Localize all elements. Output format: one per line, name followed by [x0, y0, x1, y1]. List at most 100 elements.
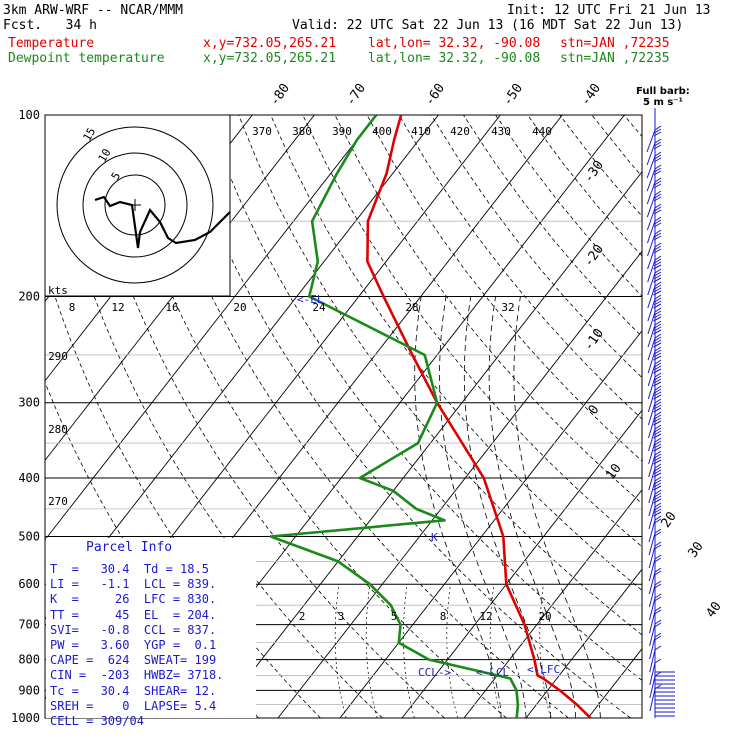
pressure-tick-label: 100	[18, 108, 40, 122]
temperature-latlon: lat,lon= 32.32, -90.08	[368, 36, 541, 51]
wind-barb-flag	[654, 294, 662, 300]
wind-barb-staff	[646, 181, 656, 205]
wind-barb-flag	[653, 316, 662, 322]
wind-barb	[647, 333, 662, 361]
parcel-info-row: LI = -1.1 LCL = 839.	[50, 577, 217, 592]
wind-barb-staff	[647, 363, 656, 387]
wind-barb-flag	[654, 203, 662, 209]
wind-barb-staff	[648, 415, 656, 439]
wind-barb	[648, 554, 662, 582]
wind-barb-flag	[654, 505, 662, 511]
wind-barb-flag	[654, 320, 662, 326]
parcel-info-row: CAPE = 624 SWEAT= 199	[50, 653, 217, 668]
wind-barb-flag	[654, 385, 662, 391]
wind-barb-flag	[653, 368, 662, 374]
wind-barb-flag	[654, 515, 662, 521]
wind-barb-flag	[654, 229, 662, 235]
wind-barb	[646, 203, 662, 231]
mixing-ratio-label: 12	[479, 610, 492, 623]
dry-adiabat	[270, 115, 642, 591]
wind-barb-staff	[649, 623, 656, 647]
parcel-info-row: Tc = 30.4 SHEAR= 12.	[50, 683, 217, 698]
wind-barb-flag	[654, 138, 662, 144]
wind-barb-staff	[649, 636, 656, 660]
wind-barb-staff	[647, 337, 656, 361]
wind-barb-flag	[653, 404, 662, 410]
parcel-info-panel: Parcel Info T = 30.4 Td = 18.5 LI = -1.1 …	[46, 538, 256, 728]
wind-barb-flag	[654, 635, 662, 641]
dry-adiabat	[398, 115, 642, 420]
wind-barb-flag	[654, 479, 662, 485]
wind-barb	[647, 281, 662, 309]
isotherm	[45, 115, 377, 541]
wind-barb-staff	[648, 467, 656, 491]
parcel-annotation: CCL->	[418, 666, 451, 679]
hodograph-ring	[104, 174, 166, 236]
moist-adiabat	[414, 296, 502, 718]
wind-barb-flag	[653, 469, 662, 475]
wind-barb-flag	[654, 453, 662, 459]
wind-barb	[647, 268, 662, 296]
wind-barb-staff	[647, 246, 656, 270]
parcel-annotation: K	[431, 531, 438, 544]
temperature-tick-label: -70	[343, 81, 369, 109]
wind-barb-flag	[654, 245, 662, 251]
wind-barb-flag	[654, 570, 662, 576]
hodograph-speed-label: 28	[405, 301, 418, 314]
wind-barb-flag	[653, 303, 662, 309]
dry-adiabat	[238, 115, 642, 636]
wind-barb-flag	[654, 609, 662, 615]
wind-barb-flag	[654, 297, 662, 303]
wind-barb-flag	[653, 313, 662, 319]
isotherm	[215, 171, 642, 718]
wind-barb-flag	[654, 154, 662, 160]
wind-barb-staff	[648, 519, 656, 543]
dry-adiabat	[623, 115, 642, 138]
wind-barb	[647, 372, 662, 400]
temperature-tick-label: -60	[422, 81, 448, 109]
temperature-tick-label: -10	[581, 326, 607, 354]
wind-barb-flag	[654, 268, 662, 274]
wind-barb-flag	[654, 151, 662, 157]
dewpoint-profile	[269, 115, 520, 718]
wind-barb-flag	[654, 242, 662, 248]
wind-barb	[646, 177, 662, 205]
temperature-tick-label: 0	[586, 402, 603, 417]
wind-barb-staff	[646, 168, 656, 192]
hodograph-ring	[82, 152, 188, 258]
wind-barb	[646, 151, 662, 179]
wind-barb-flag	[653, 144, 662, 150]
wind-barb-flag	[654, 424, 662, 430]
wind-barb-flag	[653, 498, 662, 504]
wind-barb-flag	[654, 567, 662, 573]
hodograph-ring	[56, 126, 214, 284]
valid-time: Valid: 22 UTC Sat 22 Jun 13 (16 MDT Sat …	[292, 18, 684, 33]
mixing-ratio-label: 20	[538, 610, 551, 623]
parcel-info-row: PW = 3.60 YGP = 0.1	[50, 638, 217, 652]
dry-adiabat	[334, 115, 642, 504]
wind-barb-flag	[654, 437, 662, 443]
parcel-info-row: SREH = 0 LAPSE= 5.4	[50, 698, 217, 713]
parcel-annotation: <-LCL	[476, 666, 509, 679]
wind-barb	[647, 307, 662, 335]
wind-barb	[648, 502, 662, 530]
wind-barb-flag	[654, 463, 662, 469]
parcel-annotation: <-EL	[297, 293, 324, 306]
isotherm	[45, 115, 315, 462]
wind-barb	[647, 385, 662, 413]
dewpoint-station: stn=JAN ,72235	[560, 51, 670, 66]
wind-barb-flag	[654, 544, 662, 550]
wind-barb-staff	[649, 688, 656, 712]
wind-barb-flag	[653, 495, 662, 501]
wind-barb	[648, 567, 662, 595]
wind-barb	[649, 619, 662, 647]
temperature-tick-label: -80	[267, 81, 293, 109]
temperature-tick-label: -40	[578, 81, 604, 109]
theta-label: 380	[292, 125, 312, 138]
wind-barb	[648, 528, 662, 556]
pressure-tick-label: 800	[18, 653, 40, 667]
wind-barb-flag	[653, 209, 662, 215]
isotherm	[525, 568, 642, 718]
wind-barb-flag	[654, 310, 662, 316]
wind-barb-flag	[654, 596, 662, 602]
